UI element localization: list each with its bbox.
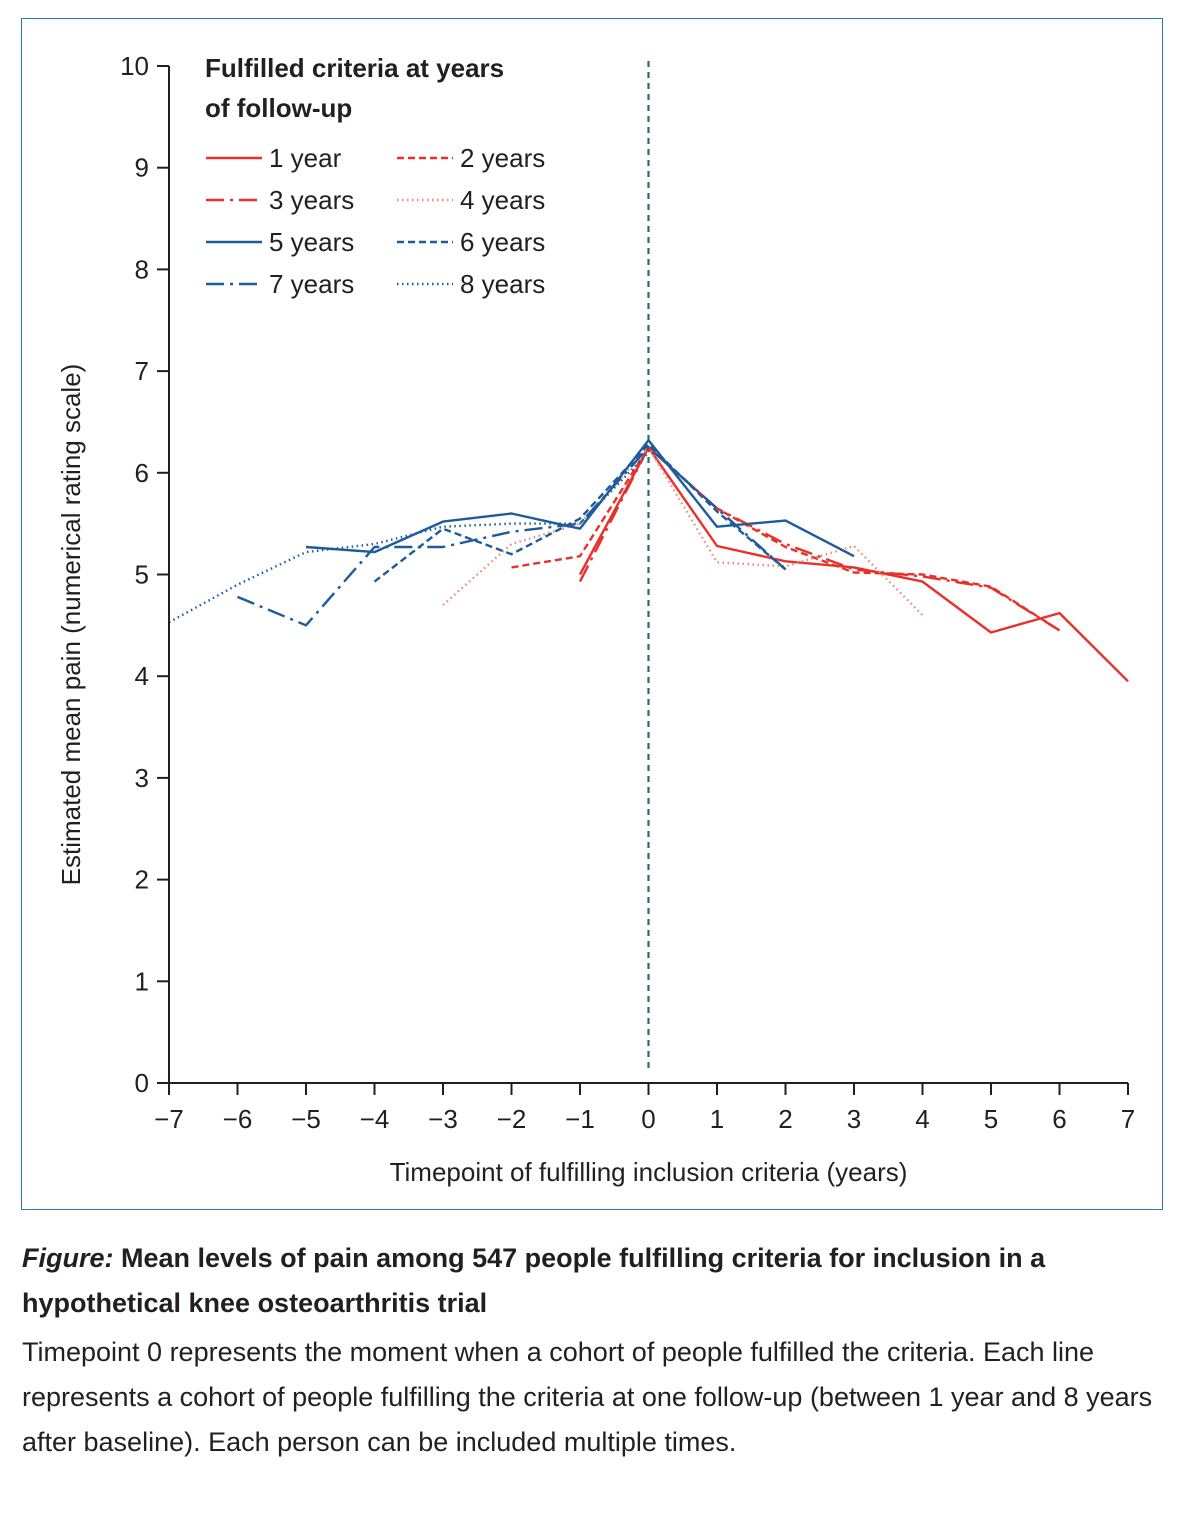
series-group (168, 439, 1129, 683)
x-tick-label: −4 (360, 1104, 390, 1134)
series-line-8 (168, 451, 650, 624)
legend-title-line-1: Fulfilled criteria at years (205, 53, 504, 83)
x-tick-label: −5 (291, 1104, 321, 1134)
legend: Fulfilled criteria at years of follow-up… (205, 53, 545, 299)
x-tick-label: 1 (710, 1104, 724, 1134)
y-tick-label: 8 (135, 254, 149, 284)
series-line-7 (237, 446, 787, 627)
legend-label-4: 4 years (460, 185, 545, 215)
x-axis-label: Timepoint of fulfilling inclusion criter… (390, 1157, 908, 1187)
series-line-5 (305, 439, 855, 558)
y-tick-label: 9 (135, 153, 149, 183)
x-tick-label: 3 (847, 1104, 861, 1134)
y-axis-label: Estimated mean pain (numerical rating sc… (56, 364, 86, 886)
legend-label-3: 3 years (269, 185, 354, 215)
x-tick-label: 0 (641, 1104, 655, 1134)
y-tick-label: 0 (135, 1068, 149, 1098)
x-tick-label: 6 (1052, 1104, 1066, 1134)
x-tick-label: −7 (154, 1104, 184, 1134)
y-ticks: 0 1 2 3 4 5 6 7 8 9 10 (120, 51, 169, 1098)
legend-label-6: 6 years (460, 227, 545, 257)
x-tick-label: −1 (565, 1104, 595, 1134)
y-tick-label: 4 (135, 661, 149, 691)
legend-label-2: 2 years (460, 143, 545, 173)
legend-label-5: 5 years (269, 227, 354, 257)
series-line-6 (373, 443, 787, 583)
x-tick-label: −3 (428, 1104, 458, 1134)
caption-lead: Figure: (22, 1243, 114, 1273)
series-line-1 (578, 446, 1129, 683)
y-tick-label: 3 (135, 763, 149, 793)
line-chart: 0 1 2 3 4 5 6 7 8 9 10 −7 −6 −5 −4 −3 −2 −1 0 1 2 3 4 5 6 7 Esti… (56, 51, 1135, 1187)
legend-label-8: 8 years (460, 269, 545, 299)
y-tick-label: 10 (120, 51, 149, 81)
figure-caption-title: Figure: Mean levels of pain among 547 pe… (22, 1236, 1172, 1326)
x-ticks: −7 −6 −5 −4 −3 −2 −1 0 1 2 3 4 5 6 7 (154, 1083, 1135, 1134)
legend-label-7: 7 years (269, 269, 354, 299)
series-line-4 (442, 446, 924, 617)
figure-caption-body: Timepoint 0 represents the moment when a… (22, 1337, 1153, 1457)
x-tick-label: −6 (223, 1104, 253, 1134)
y-tick-label: 2 (135, 865, 149, 895)
y-tick-label: 7 (135, 356, 149, 386)
x-tick-label: −2 (497, 1104, 527, 1134)
x-tick-label: 7 (1121, 1104, 1135, 1134)
x-tick-label: 2 (778, 1104, 792, 1134)
x-tick-label: 4 (915, 1104, 929, 1134)
y-tick-label: 5 (135, 560, 149, 590)
figure-frame: 0 1 2 3 4 5 6 7 8 9 10 −7 −6 −5 −4 −3 −2 −1 0 1 2 3 4 5 6 7 Esti… (21, 18, 1163, 1210)
legend-title-line-2: of follow-up (205, 93, 352, 123)
y-tick-label: 1 (135, 966, 149, 996)
series-line-2 (511, 446, 1061, 632)
legend-label-1: 1 year (269, 143, 342, 173)
x-tick-label: 5 (984, 1104, 998, 1134)
y-tick-label: 6 (135, 458, 149, 488)
caption-title-text: Mean levels of pain among 547 people ful… (22, 1243, 1046, 1318)
